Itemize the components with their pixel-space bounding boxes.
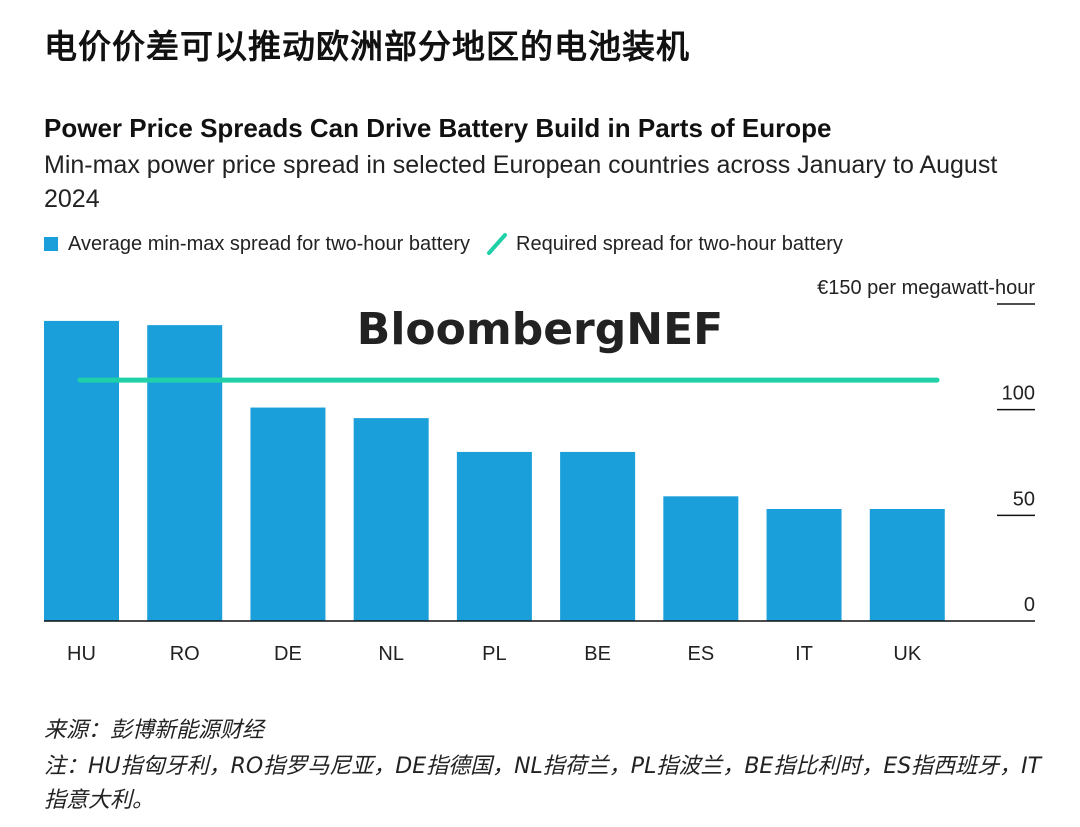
bar-es	[663, 496, 739, 621]
bar-it	[766, 508, 842, 621]
legend-line-label: Required spread for two-hour battery	[516, 232, 843, 255]
bar-de	[250, 407, 326, 621]
source-note: 来源：彭博新能源财经	[44, 718, 265, 743]
x-tick-label: PL	[482, 643, 506, 665]
chart-title: Power Price Spreads Can Drive Battery Bu…	[44, 113, 832, 143]
x-tick-label: UK	[893, 643, 921, 665]
legend-bar-label: Average min-max spread for two-hour batt…	[68, 232, 471, 255]
x-tick-label: DE	[274, 643, 302, 665]
bar-chart: BloombergNEF HU RO DE NL PL BE ES IT UK 0 50 100 €1…	[44, 277, 1035, 665]
legend-line-swatch	[487, 233, 508, 255]
bloombergnef-watermark: BloombergNEF	[357, 304, 723, 355]
x-tick-label: ES	[687, 643, 714, 665]
x-tick-label: BE	[584, 643, 611, 665]
legend: Average min-max spread for two-hour batt…	[44, 232, 843, 256]
legend-bar-swatch	[44, 237, 58, 251]
bar-nl	[353, 418, 429, 621]
bar-pl	[456, 451, 532, 621]
bar-uk	[869, 508, 945, 621]
x-tick-label: HU	[67, 643, 96, 665]
y-tick-label: 100	[1002, 383, 1035, 405]
chinese-title: 电价价差可以推动欧洲部分地区的电池装机	[44, 27, 690, 66]
x-tick-label: NL	[378, 643, 404, 665]
bar-ro	[147, 325, 223, 621]
y-tick-label: 50	[1013, 488, 1035, 510]
x-tick-label: IT	[795, 643, 813, 665]
x-tick-label: RO	[170, 643, 200, 665]
chart-subtitle: Min-max power price spread in selected E…	[44, 151, 998, 213]
y-tick-label: 0	[1024, 594, 1035, 616]
bar-hu	[44, 320, 119, 621]
bar-be	[560, 451, 636, 621]
footnote: 注：HU指匈牙利，RO指罗马尼亚，DE指德国，NL指荷兰，PL指波兰，BE指比利…	[44, 754, 1042, 813]
y-tick-label: €150 per megawatt-hour	[817, 277, 1035, 299]
